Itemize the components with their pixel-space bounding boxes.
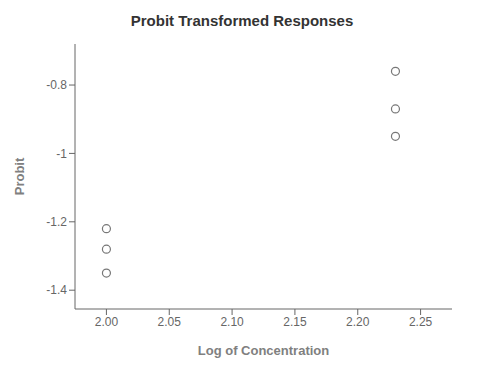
svg-text:Probit: Probit xyxy=(12,157,27,195)
svg-text:2.10: 2.10 xyxy=(220,315,244,329)
svg-text:-1.4: -1.4 xyxy=(46,283,67,297)
svg-text:-1.2: -1.2 xyxy=(46,215,67,229)
svg-text:-1: -1 xyxy=(56,147,67,161)
svg-text:2.00: 2.00 xyxy=(95,315,119,329)
html-text:Probit Transformed Responses: Probit Transformed Responses xyxy=(130,12,354,29)
svg-text:2.20: 2.20 xyxy=(346,315,370,329)
svg-text:2.05: 2.05 xyxy=(158,315,182,329)
svg-text:-0.8: -0.8 xyxy=(46,78,67,92)
svg-text:Log of Concentration: Log of Concentration xyxy=(198,343,329,358)
svg-text:2.25: 2.25 xyxy=(409,315,433,329)
svg-text:2.15: 2.15 xyxy=(283,315,307,329)
